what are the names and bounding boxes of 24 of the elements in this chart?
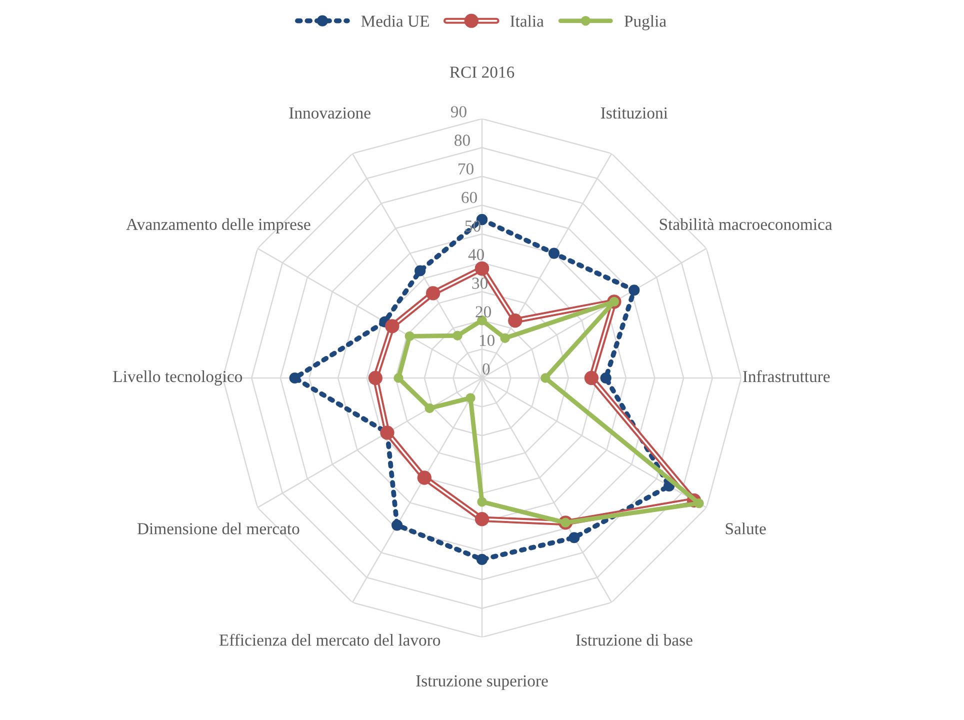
spoke-label: Efficienza del mercato del lavoro bbox=[219, 634, 440, 646]
spoke-label: Innovazione bbox=[289, 107, 370, 119]
spoke-label: Istituzioni bbox=[600, 107, 668, 119]
y-tick-label: 10 bbox=[480, 334, 495, 346]
spoke-label: Dimensione del mercato bbox=[137, 522, 300, 534]
y-tick-label: 30 bbox=[472, 278, 488, 289]
y-tick-label: 90 bbox=[450, 106, 466, 118]
y-tick-label: 20 bbox=[476, 306, 492, 318]
spoke-label: Stabilità macroeconomica bbox=[660, 218, 832, 230]
spoke-label: Livello tecnologico bbox=[113, 370, 242, 386]
legend-label: Italia bbox=[510, 15, 544, 27]
y-tick-label: 40 bbox=[468, 249, 484, 260]
spoke-label: RCI 2016 bbox=[450, 66, 514, 78]
spoke-label: Istruzione di base bbox=[576, 634, 692, 646]
spoke-label: Infrastrutture bbox=[742, 370, 830, 382]
y-tick-label: 60 bbox=[462, 192, 477, 204]
y-tick-label: 70 bbox=[458, 163, 474, 175]
y-tick-label: 0 bbox=[482, 363, 490, 375]
y-tick-label: 80 bbox=[454, 134, 470, 146]
spoke-label: Istruzione superiore bbox=[416, 675, 548, 690]
spoke-label: Salute bbox=[726, 522, 766, 534]
spoke-label: Avanzamento delle imprese bbox=[126, 218, 310, 234]
legend-label: Puglia bbox=[624, 15, 666, 30]
legend-label: Media UE bbox=[361, 15, 429, 27]
